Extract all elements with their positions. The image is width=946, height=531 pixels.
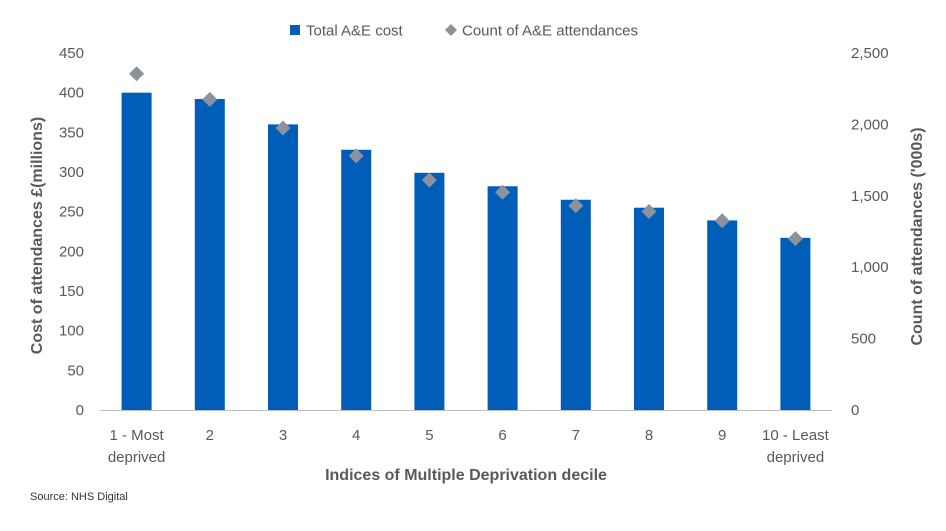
x-axis-title: Indices of Multiple Deprivation decile <box>325 467 607 484</box>
right-tick-label: 1,500 <box>851 188 889 205</box>
right-tick-label: 1,000 <box>851 259 889 276</box>
left-tick-label: 300 <box>59 164 84 181</box>
bar <box>194 99 225 410</box>
legend: Total A&E cost Count of A&E attendances <box>290 23 638 40</box>
left-axis-ticks: 0 50 100 150 200 250 300 350 400 450 <box>59 45 84 419</box>
right-tick-label: 500 <box>851 331 876 348</box>
right-tick-label: 2,000 <box>851 116 889 133</box>
attendance-marker <box>275 120 291 136</box>
bar <box>414 172 445 410</box>
left-tick-label: 0 <box>76 402 84 419</box>
source-note: Source: NHS Digital <box>30 491 128 503</box>
left-tick-label: 250 <box>59 204 84 221</box>
left-axis-title: Cost of attendances £(millions) <box>29 117 46 354</box>
bar-series <box>121 92 811 411</box>
attendance-marker <box>641 204 657 220</box>
x-tick-label: 8 <box>645 427 653 444</box>
attendance-marker <box>348 148 364 164</box>
bar <box>634 207 664 410</box>
right-axis-ticks: 0 500 1,000 1,500 2,000 2,500 <box>851 45 889 419</box>
x-tick-label: 2 <box>206 427 214 444</box>
x-axis-ticks: 1 - Most deprived 2 3 4 5 6 7 8 9 10 - Least depriv… <box>108 427 830 466</box>
attendance-marker <box>202 91 218 107</box>
right-tick-label: 0 <box>851 402 859 419</box>
x-tick-label: 9 <box>718 427 726 444</box>
left-tick-label: 400 <box>59 85 84 102</box>
right-tick-label: 2,500 <box>851 45 889 62</box>
legend-label-cost: Total A&E cost <box>306 23 404 40</box>
left-tick-label: 100 <box>59 323 84 340</box>
attendance-marker <box>787 231 803 247</box>
attendance-marker <box>568 198 584 214</box>
attendance-marker <box>495 184 511 200</box>
left-tick-label: 200 <box>59 243 84 260</box>
x-tick-label: 10 - Least deprived <box>762 427 830 466</box>
attendance-marker <box>421 172 437 188</box>
marker-series <box>129 66 803 247</box>
attendance-marker <box>714 213 730 229</box>
bar <box>121 92 152 411</box>
x-tick-label: 5 <box>425 427 433 444</box>
x-tick-label: 3 <box>279 427 287 444</box>
x-tick-label: 1 - Most deprived <box>108 427 166 466</box>
bar <box>707 220 738 410</box>
left-tick-label: 450 <box>59 45 84 62</box>
left-tick-label: 150 <box>59 283 84 300</box>
right-axis-title: Count of attendances ('000s) <box>909 127 926 345</box>
bar <box>487 186 518 410</box>
x-tick-label: 4 <box>352 427 360 444</box>
left-tick-label: 350 <box>59 124 84 141</box>
left-tick-label: 50 <box>67 362 84 379</box>
x-tick-label: 6 <box>498 427 506 444</box>
bar <box>268 124 298 411</box>
legend-bar-swatch <box>290 25 300 35</box>
attendance-marker <box>129 66 145 82</box>
legend-diamond-swatch <box>445 24 457 36</box>
x-tick-label: 7 <box>572 427 580 444</box>
bar <box>341 149 372 410</box>
legend-label-count: Count of A&E attendances <box>462 23 638 40</box>
bar <box>780 237 811 410</box>
bar <box>560 199 591 410</box>
